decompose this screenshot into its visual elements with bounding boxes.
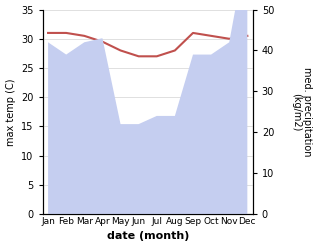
Y-axis label: med. precipitation
(kg/m2): med. precipitation (kg/m2) (291, 67, 313, 157)
X-axis label: date (month): date (month) (107, 231, 189, 242)
Y-axis label: max temp (C): max temp (C) (5, 78, 16, 145)
